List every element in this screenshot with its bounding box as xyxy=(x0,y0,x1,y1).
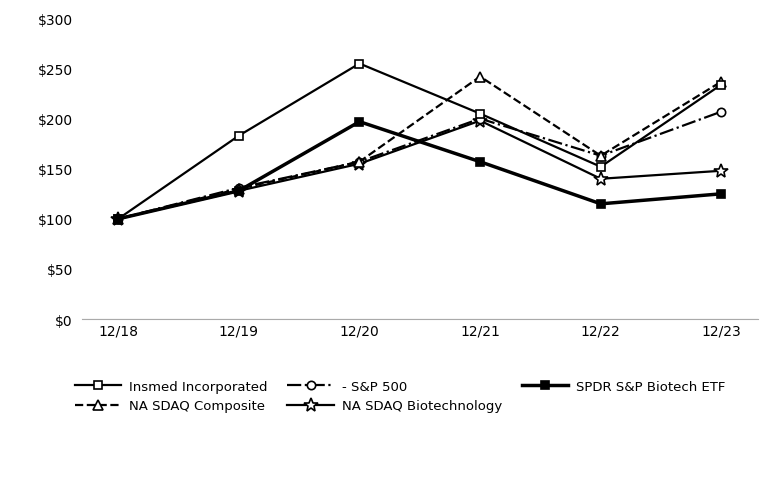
Legend: Insmed Incorporated, NA SDAQ Composite, - S&P 500, NA SDAQ Biotechnology, SPDR S: Insmed Incorporated, NA SDAQ Composite, … xyxy=(75,380,725,412)
